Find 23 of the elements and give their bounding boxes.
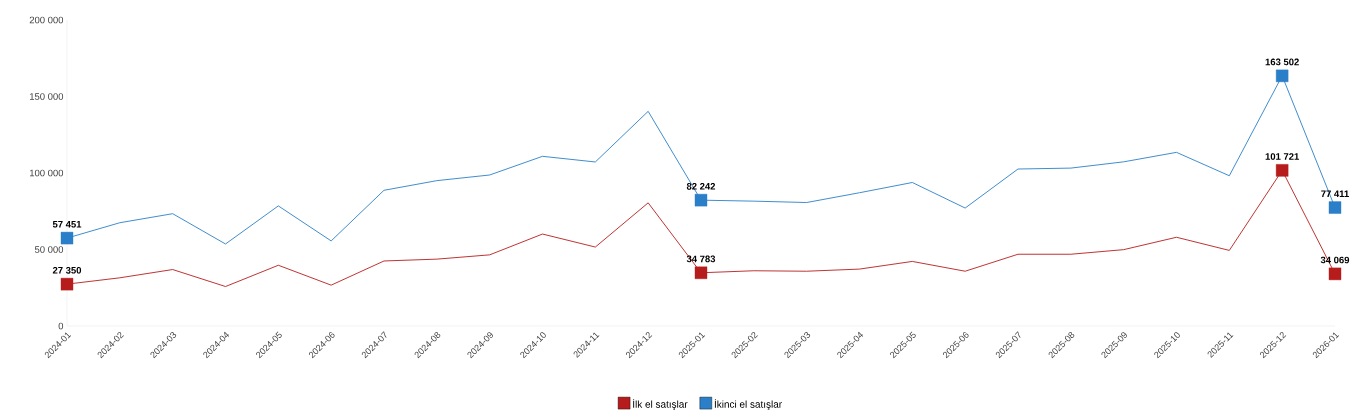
legend-label: İkinci el satışlar (714, 399, 782, 410)
data-label: 27 350 (52, 266, 82, 274)
point (1328, 201, 1342, 214)
data-label: 34 069 (1320, 256, 1350, 264)
y-tick-label: 150 000 (29, 93, 64, 100)
data-label: 77 411 (1321, 190, 1349, 198)
legend-label: İlk el satışlar (633, 399, 688, 410)
point (1328, 267, 1342, 281)
y-tick-label: 100 000 (29, 169, 64, 177)
y-tick-label: 0 (58, 322, 64, 330)
data-label: 101 721 (1265, 153, 1299, 160)
point (1275, 164, 1289, 177)
data-label: 82 242 (686, 182, 716, 190)
point (1275, 69, 1289, 83)
y-tick-label: 50 000 (34, 246, 64, 253)
point (694, 193, 708, 207)
point (694, 266, 708, 279)
point (60, 277, 74, 291)
data-label: 57 451 (52, 220, 82, 228)
data-label: 34 783 (686, 255, 716, 263)
point (60, 231, 74, 245)
y-tick-label: 200 000 (29, 16, 64, 24)
data-label: 163 502 (1265, 58, 1299, 66)
